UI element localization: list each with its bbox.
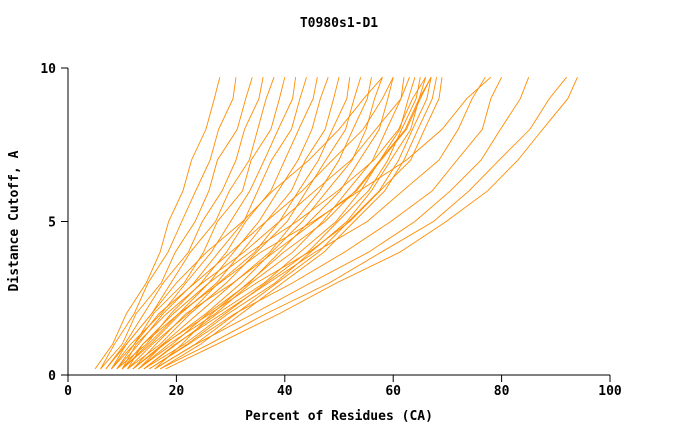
model-curve [105, 77, 264, 370]
model-curve [149, 76, 503, 370]
chart-title: T0980s1-D1 [300, 16, 378, 31]
model-curve [121, 77, 329, 370]
y-tick-label: 5 [48, 216, 56, 231]
model-curve [149, 77, 427, 370]
model-curve [127, 77, 351, 370]
model-curve [143, 77, 421, 370]
model-curve [132, 77, 372, 370]
model-curve [111, 77, 286, 370]
model-curve [138, 77, 443, 370]
model-curve [154, 77, 530, 370]
model-curve [116, 77, 307, 370]
y-ticks-group: 0 5 10 [40, 62, 68, 384]
x-tick-label: 80 [494, 384, 510, 399]
model-curve [165, 77, 578, 370]
model-curve [143, 76, 486, 370]
model-curve [138, 77, 394, 370]
model-curve [154, 76, 432, 370]
x-tick-label: 0 [64, 384, 72, 399]
model-curve [127, 77, 362, 370]
y-tick-label: 10 [40, 62, 56, 77]
model-curve [121, 76, 492, 370]
model-curve [100, 77, 253, 370]
model-curve [127, 76, 427, 370]
model-curve [143, 77, 416, 370]
x-ticks-group: 0 20 40 60 80 100 [64, 375, 622, 399]
x-tick-label: 60 [385, 384, 401, 399]
model-curve [94, 77, 221, 370]
model-curves-group [94, 76, 578, 370]
model-curve [121, 77, 410, 370]
model-curve [100, 77, 237, 370]
x-tick-label: 40 [277, 384, 293, 399]
model-curve [111, 77, 297, 370]
x-tick-label: 20 [169, 384, 185, 399]
model-curve [154, 77, 432, 370]
model-curve [138, 77, 405, 370]
x-axis-label: Percent of Residues (CA) [245, 409, 433, 424]
model-curve [111, 76, 383, 370]
model-curve [116, 76, 394, 370]
y-tick-label: 0 [48, 369, 56, 384]
model-curve [132, 77, 383, 370]
model-curve [159, 76, 567, 370]
y-axis-label: Distance Cutoff, A [7, 150, 22, 291]
model-curve [132, 76, 432, 370]
model-curve [159, 77, 438, 370]
x-tick-label: 100 [598, 384, 622, 399]
